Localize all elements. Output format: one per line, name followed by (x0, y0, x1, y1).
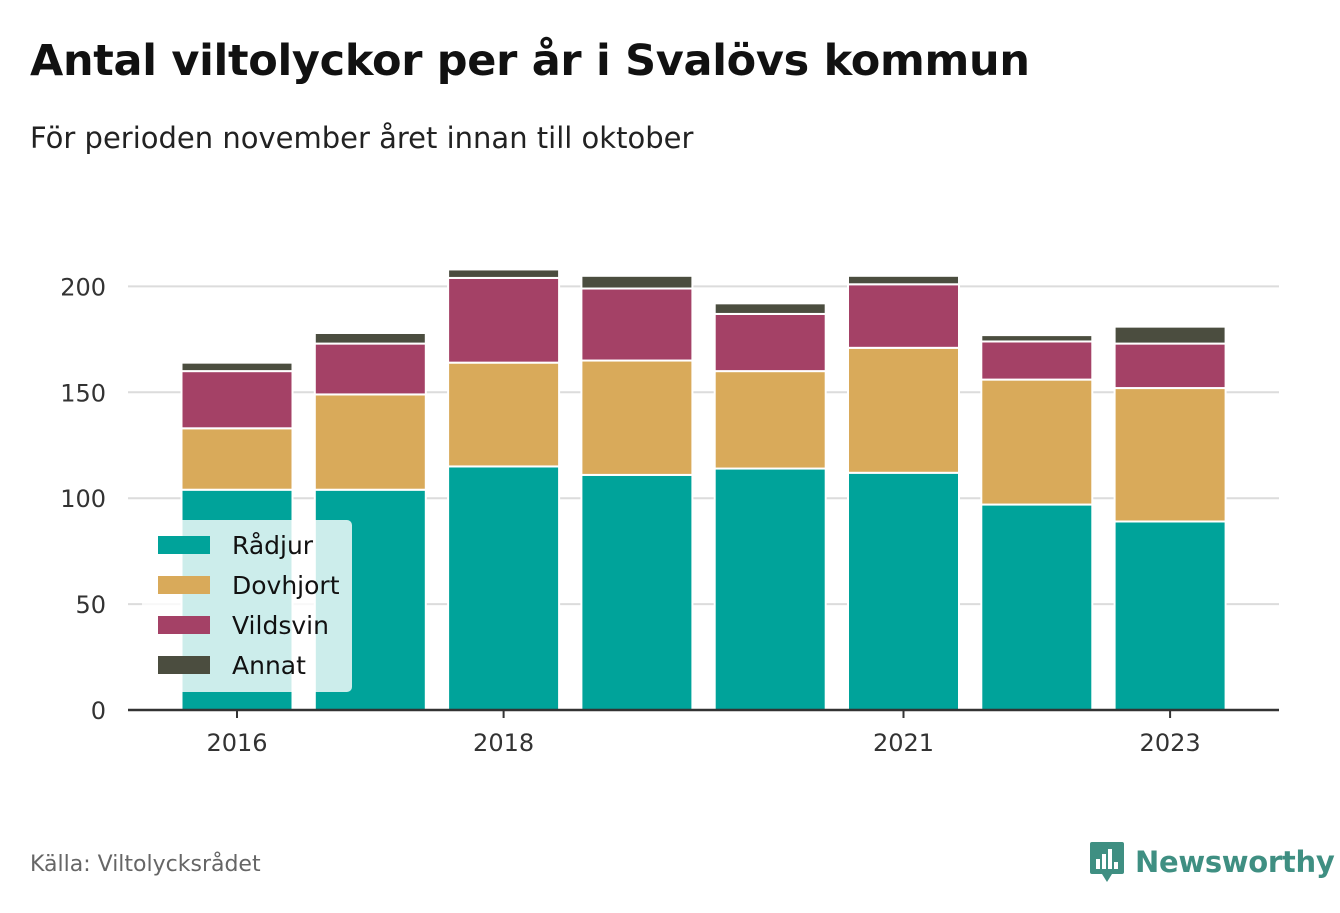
chart-subtitle: För perioden november året innan till ok… (30, 121, 694, 155)
bar-segment (180, 361, 294, 373)
bar-segment (980, 340, 1094, 381)
y-tick-label: 0 (91, 697, 106, 725)
x-tick-label: 2016 (206, 729, 267, 757)
bar-chart-speech-bubble-icon (1090, 842, 1124, 882)
legend-box (142, 520, 352, 692)
legend-label: Vildsvin (232, 611, 329, 640)
bar-segment (713, 370, 827, 470)
legend-label: Rådjur (232, 531, 314, 560)
bar-segment (847, 274, 960, 286)
bar-segment (447, 465, 561, 711)
bar-segment (847, 346, 960, 474)
axes: 0 50 100 150 200 2016 2018 2021 2023 (60, 273, 1279, 757)
bar-segment (980, 378, 1094, 506)
x-tick-label: 2023 (1140, 729, 1201, 757)
legend-label: Dovhjort (232, 571, 340, 600)
bar-segment (313, 331, 427, 345)
bar-segment (1113, 342, 1227, 390)
y-tick-label: 50 (75, 591, 106, 619)
bar-segment (713, 312, 827, 373)
y-tick-label: 100 (60, 485, 106, 513)
bar-segment (180, 427, 294, 491)
bar-segment (447, 268, 561, 279)
y-tick-label: 150 (60, 379, 106, 407)
legend: Rådjur Dovhjort Vildsvin Annat (142, 520, 352, 692)
x-tick-label: 2021 (873, 729, 934, 757)
bar-segment (1113, 520, 1227, 711)
brand-name: Newsworthy (1135, 845, 1335, 879)
bar-segment (313, 342, 427, 396)
legend-swatch (158, 616, 210, 634)
bar-segment (447, 276, 561, 364)
bar-segment (980, 503, 1094, 711)
chart-title: Antal viltolyckor per år i Svalövs kommu… (30, 36, 1030, 86)
brand-logo: Newsworthy (1089, 840, 1335, 884)
bar-segment (1113, 325, 1227, 345)
bar-segment (847, 471, 960, 711)
bar-segment (180, 370, 294, 430)
bar-segment (713, 302, 827, 315)
x-tick-label: 2018 (473, 729, 534, 757)
bar-segment (980, 334, 1094, 343)
legend-swatch (158, 576, 210, 594)
bar-segment (580, 359, 694, 476)
legend-swatch (158, 536, 210, 554)
y-tick-label: 200 (60, 273, 106, 301)
legend-label: Annat (232, 651, 306, 680)
bar-segment (713, 467, 827, 711)
bar-segment (847, 283, 960, 349)
bar-segment (313, 393, 427, 491)
bar-segment (580, 473, 694, 712)
source-note: Källa: Viltolycksrådet (30, 852, 261, 877)
bar-segment (447, 361, 561, 468)
bar-segment (580, 287, 694, 362)
bar-segment (1113, 387, 1227, 523)
legend-swatch (158, 656, 210, 674)
bar-segment (580, 274, 694, 290)
